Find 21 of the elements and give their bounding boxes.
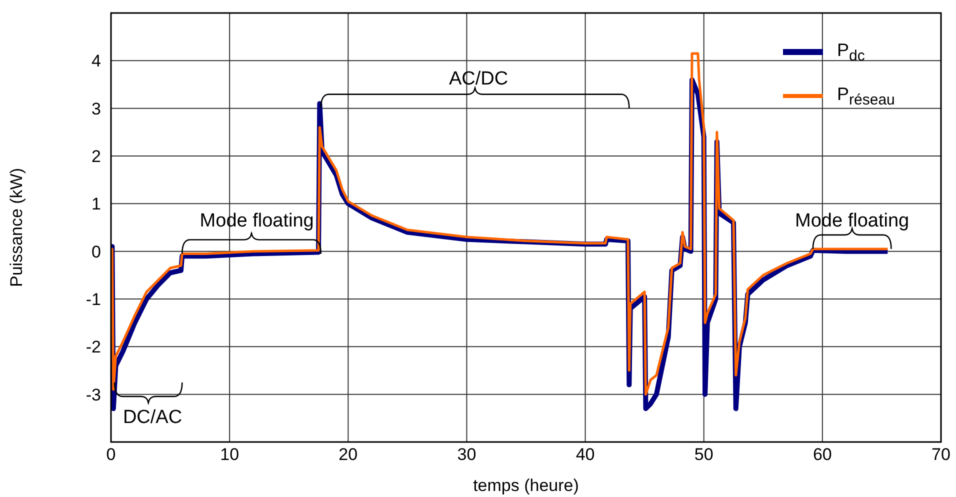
y-tick-label: 4 bbox=[92, 52, 101, 71]
x-tick-label: 60 bbox=[812, 445, 832, 464]
legend-label: P$_{dc}$ bbox=[837, 40, 865, 64]
x-tick-label: 30 bbox=[457, 445, 476, 464]
x-tick-label: 20 bbox=[338, 445, 358, 464]
legend-label: P$_{réseau}$ bbox=[837, 84, 895, 108]
annotation: DC/AC bbox=[122, 406, 182, 428]
x-tick-label: 10 bbox=[220, 445, 240, 464]
y-tick-label: 3 bbox=[92, 99, 101, 118]
y-tick-label: 1 bbox=[92, 194, 101, 214]
x-tick-label: 0 bbox=[106, 445, 116, 464]
x-tick-label: 40 bbox=[576, 445, 595, 464]
y-tick-label: -3 bbox=[86, 385, 101, 404]
y-tick-label: -2 bbox=[86, 338, 101, 357]
y-tick-label: 2 bbox=[92, 147, 101, 166]
x-tick-label: 70 bbox=[932, 445, 950, 464]
x-axis-title: temps (heure) bbox=[473, 476, 579, 495]
x-tick-label: 50 bbox=[694, 445, 714, 464]
y-tick-label: -1 bbox=[86, 290, 101, 310]
y-axis-title: Puissance (kW) bbox=[7, 168, 26, 288]
y-tick-label: 0 bbox=[92, 242, 101, 262]
